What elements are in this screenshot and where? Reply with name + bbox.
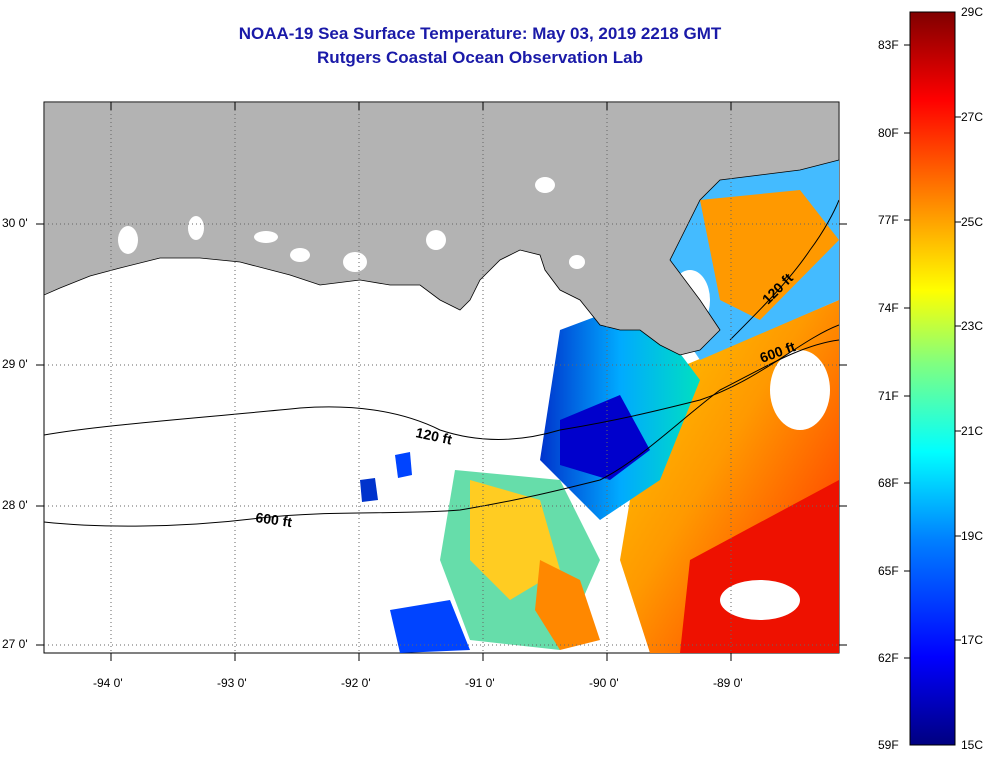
sst-small-patch-2 bbox=[360, 478, 378, 502]
lon-label: -94 0' bbox=[93, 676, 123, 690]
axis-ticks bbox=[36, 102, 847, 661]
lake bbox=[569, 255, 585, 269]
map-subtitle: Rutgers Coastal Ocean Observation Lab bbox=[317, 48, 643, 67]
lake bbox=[290, 248, 310, 262]
colorbar-c-label: 25C bbox=[961, 215, 984, 229]
lat-label: 27 0' bbox=[2, 637, 28, 651]
lat-label: 28 0' bbox=[2, 498, 28, 512]
colorbar-f-label: 80F bbox=[878, 126, 899, 140]
colorbar-c-label: 29C bbox=[961, 5, 984, 19]
lon-label: -89 0' bbox=[713, 676, 743, 690]
lat-label: 29 0' bbox=[2, 357, 28, 371]
colorbar-c-label: 27C bbox=[961, 110, 984, 124]
sst-red-region bbox=[680, 480, 839, 653]
lon-label: -91 0' bbox=[465, 676, 495, 690]
colorbar-f-label: 71F bbox=[878, 389, 899, 403]
colorbar-c-label: 19C bbox=[961, 529, 984, 543]
lake bbox=[343, 252, 367, 272]
colorbar bbox=[909, 11, 956, 746]
cloud-patch bbox=[770, 350, 830, 430]
colorbar-ticks bbox=[904, 44, 961, 659]
sst-coastal-warm bbox=[700, 190, 839, 320]
contour-600ft-line bbox=[44, 339, 839, 527]
contour-120ft-line-east bbox=[729, 199, 839, 341]
colorbar-f-label: 83F bbox=[878, 38, 899, 52]
sst-orange-streak bbox=[535, 560, 600, 650]
sst-warm-patch bbox=[470, 480, 560, 600]
colorbar-f-label: 65F bbox=[878, 564, 899, 578]
colorbar-c-label: 21C bbox=[961, 424, 984, 438]
lon-label: -92 0' bbox=[341, 676, 371, 690]
sst-small-patch bbox=[395, 452, 412, 478]
cloud-patch bbox=[720, 580, 800, 620]
lake bbox=[535, 177, 555, 193]
colorbar-f-label: 59F bbox=[878, 738, 899, 752]
graticule bbox=[44, 102, 839, 653]
sst-blue-patch-sw bbox=[390, 600, 470, 653]
colorbar-c-label: 15C bbox=[961, 738, 984, 752]
land-mass bbox=[44, 102, 839, 356]
lat-label: 30 0' bbox=[2, 216, 28, 230]
contour-label: 600 ft bbox=[255, 509, 294, 530]
colorbar-f-label: 77F bbox=[878, 213, 899, 227]
lon-label: -90 0' bbox=[589, 676, 619, 690]
colorbar-f-label: 74F bbox=[878, 301, 899, 315]
lake bbox=[426, 230, 446, 250]
contour-label: 120 ft bbox=[414, 424, 453, 447]
lake bbox=[118, 226, 138, 254]
contour-120ft-line bbox=[44, 324, 839, 440]
colorbar-c-label: 17C bbox=[961, 633, 984, 647]
map-title: NOAA-19 Sea Surface Temperature: May 03,… bbox=[238, 24, 722, 43]
colorbar-c-label: 23C bbox=[961, 319, 984, 333]
lake bbox=[188, 216, 204, 240]
lake bbox=[254, 231, 278, 243]
colorbar-f-label: 68F bbox=[878, 476, 899, 490]
lon-label: -93 0' bbox=[217, 676, 247, 690]
colorbar-f-label: 62F bbox=[878, 651, 899, 665]
sst-deep-blue-core bbox=[560, 395, 650, 480]
